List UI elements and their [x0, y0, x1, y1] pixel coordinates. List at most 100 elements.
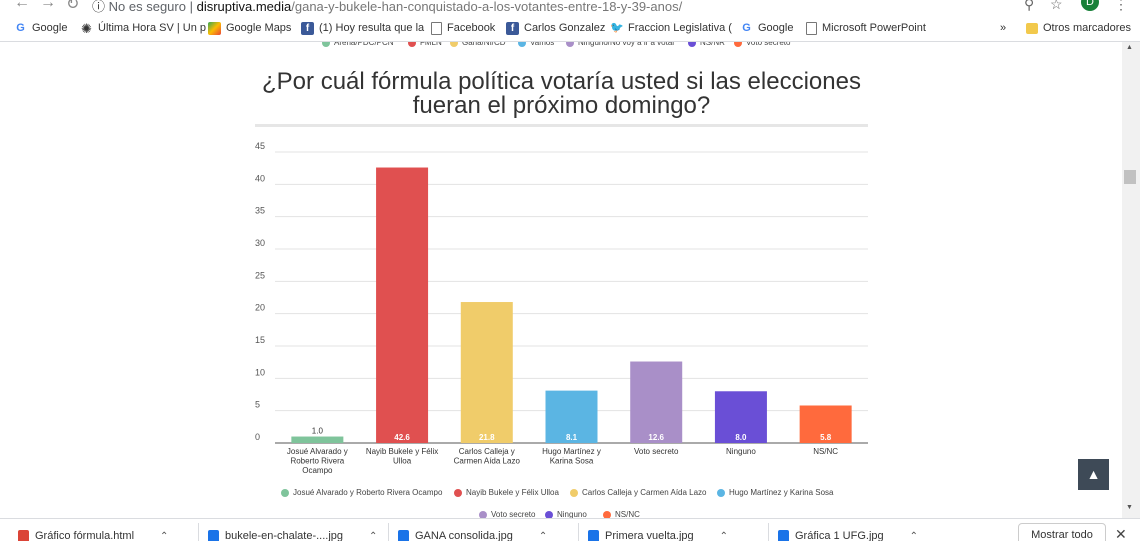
download-filename: bukele-en-chalate-....jpg [225, 530, 343, 541]
scroll-up-arrow-icon[interactable]: ▲ [1126, 44, 1133, 51]
facebook-icon: f [506, 22, 519, 35]
y-tick-label: 10 [255, 367, 265, 377]
y-tick-label: 20 [255, 303, 265, 313]
download-separator [578, 523, 579, 541]
vertical-scrollbar[interactable]: ▲ ▼ [1122, 42, 1140, 518]
url-host: disruptiva.media [197, 0, 292, 14]
chevron-up-icon[interactable]: ⌃ [160, 531, 168, 541]
y-tick-label: 40 [255, 173, 265, 183]
legend-dot-icon [454, 489, 462, 497]
download-item[interactable]: Primera vuelta.jpg⌃ [588, 527, 728, 541]
news-icon: ✺ [80, 22, 93, 35]
bar-value-label: 12.6 [648, 433, 664, 442]
download-separator [198, 523, 199, 541]
x-category-label: Ninguno [726, 447, 756, 456]
download-item[interactable]: GANA consolida.jpg ⌃ [398, 527, 547, 541]
chevron-up-icon[interactable]: ⌃ [910, 531, 918, 541]
y-tick-label: 45 [255, 141, 265, 151]
x-category-label: Carlos Calleja y [459, 447, 515, 456]
legend-bottom-item[interactable]: Voto secreto [479, 510, 535, 518]
bar [291, 437, 343, 443]
x-category-label: Nayib Bukele y Félix [366, 447, 438, 456]
bookmarks-overflow-button[interactable]: » [1000, 20, 1006, 36]
menu-icon[interactable]: ⋮ [1114, 0, 1128, 13]
x-category-label: Ulloa [393, 457, 412, 466]
x-category-label: Ocampo [302, 466, 333, 475]
legend-bottom-item[interactable]: Ninguno [545, 510, 587, 518]
legend-bottom-item[interactable]: Nayib Bukele y Félix Ulloa [454, 488, 559, 497]
url-path: /gana-y-bukele-han-conquistado-a-los-vot… [291, 0, 682, 14]
download-item[interactable]: Gráfica 1 UFG.jpg⌃ [778, 527, 918, 541]
bar [376, 168, 428, 443]
legend-bottom-label: Voto secreto [491, 510, 535, 518]
bar-value-label: 1.0 [312, 427, 324, 436]
document-icon [431, 22, 442, 35]
bookmark-other[interactable]: Otros marcadores [1026, 20, 1131, 36]
profile-avatar[interactable]: D [1081, 0, 1099, 11]
bookmark-fraccion-legislativa[interactable]: 🐦Fraccion Legislativa ( [610, 20, 732, 36]
reload-icon[interactable]: ↻ [66, 0, 79, 14]
x-category-label: NS/NC [813, 447, 838, 456]
bar-value-label: 5.8 [820, 433, 832, 442]
close-shelf-icon[interactable]: ✕ [1115, 526, 1127, 541]
bookmark-facebook[interactable]: Facebook [431, 20, 495, 36]
legend-bottom-item[interactable]: Carlos Calleja y Carmen Aída Lazo [570, 488, 707, 497]
y-tick-label: 0 [255, 432, 260, 442]
legend-bottom-item[interactable]: Hugo Martínez y Karina Sosa [717, 488, 834, 497]
bar [461, 302, 513, 443]
legend-bottom-item[interactable]: NS/NC [603, 510, 640, 518]
x-category-label: Hugo Martínez y [542, 447, 601, 456]
y-tick-label: 35 [255, 206, 265, 216]
address-bar[interactable]: ⓘ No es seguro | disruptiva.media/gana-y… [92, 0, 1002, 14]
image-file-icon [588, 530, 599, 541]
forward-icon[interactable]: → [40, 0, 56, 12]
x-category-label: Karina Sosa [550, 457, 594, 466]
legend-bottom-label: NS/NC [615, 510, 640, 518]
legend-bottom-label: Carlos Calleja y Carmen Aída Lazo [582, 488, 707, 497]
zoom-search-icon[interactable]: ⚲ [1024, 0, 1034, 13]
security-label: No es seguro [109, 0, 186, 14]
bookmark-google-maps[interactable]: Google Maps [208, 20, 291, 36]
legend-bottom-item[interactable]: Josué Alvarado y Roberto Rivera Ocampo [281, 488, 442, 497]
legend-dot-icon [603, 511, 611, 519]
chevron-up-icon[interactable]: ⌃ [720, 531, 728, 541]
back-icon[interactable]: ← [14, 0, 30, 12]
bookmark-ultima-hora[interactable]: ✺Última Hora SV | Un p [80, 20, 206, 36]
chevron-up-icon[interactable]: ⌃ [539, 531, 547, 541]
y-tick-label: 15 [255, 335, 265, 345]
bookmark-powerpoint[interactable]: Microsoft PowerPoint [806, 20, 926, 36]
download-item[interactable]: bukele-en-chalate-....jpg ⌃ [208, 527, 377, 541]
maps-icon [208, 22, 221, 35]
download-filename: Gráfico fórmula.html [35, 530, 134, 541]
facebook-icon: f [301, 22, 314, 35]
legend-bottom-label: Ninguno [557, 510, 587, 518]
show-all-downloads-button[interactable]: Mostrar todo [1018, 523, 1106, 541]
folder-icon [1026, 23, 1038, 34]
legend-dot-icon [479, 511, 487, 519]
scrollbar-thumb[interactable] [1124, 170, 1136, 184]
legend-bottom: Josué Alvarado y Roberto Rivera Ocampo Na… [0, 488, 1122, 518]
download-item[interactable]: Gráfico fórmula.html ⌃ [18, 527, 168, 541]
bookmark-hoy-resulta[interactable]: f(1) Hoy resulta que la [301, 20, 424, 36]
image-file-icon [398, 530, 409, 541]
chrome-file-icon [18, 530, 29, 541]
document-icon [806, 22, 817, 35]
download-separator [768, 523, 769, 541]
download-shelf: Mostrar todo ✕ Gráfico fórmula.html⌃buke… [0, 518, 1140, 541]
star-icon[interactable]: ☆ [1050, 0, 1063, 13]
download-filename: GANA consolida.jpg [415, 530, 513, 541]
chevron-up-icon[interactable]: ⌃ [369, 531, 377, 541]
legend-dot-icon [545, 511, 553, 519]
browser-toolbar: ← → ↻ ⓘ No es seguro | disruptiva.media/… [0, 0, 1140, 14]
info-icon[interactable]: ⓘ [92, 0, 105, 14]
x-category-label: Voto secreto [634, 447, 679, 456]
scroll-to-top-button[interactable]: ▲ [1078, 459, 1109, 490]
legend-dot-icon [570, 489, 578, 497]
scroll-down-arrow-icon[interactable]: ▼ [1126, 504, 1133, 511]
legend-bottom-label: Josué Alvarado y Roberto Rivera Ocampo [293, 488, 442, 497]
